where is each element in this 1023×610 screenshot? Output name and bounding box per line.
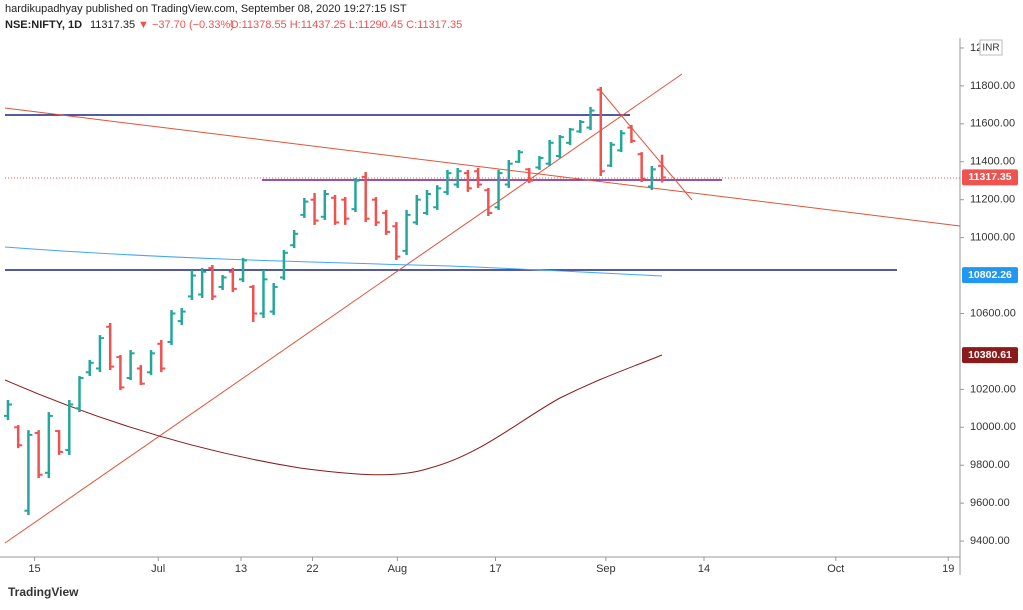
- moving-average: [4, 354, 663, 476]
- price-badge: [962, 267, 1018, 284]
- price-badge-label: 10380.61: [968, 349, 1012, 361]
- price-badge: [962, 169, 1018, 186]
- currency-badge: [979, 39, 1003, 56]
- moving-average: [4, 246, 663, 277]
- currency: INR: [982, 43, 999, 54]
- x-tick-label: Jul: [151, 563, 165, 575]
- price-badge: [962, 347, 1018, 364]
- y-tick-label: 12: [970, 42, 982, 54]
- drawings: [4, 73, 961, 544]
- footer-logo: TradingView: [8, 585, 79, 599]
- price-badge-label: 10802.26: [968, 269, 1012, 281]
- x-tick-label: 14: [698, 563, 710, 575]
- symbol: NSE:NIFTY, 1D: [5, 19, 82, 31]
- x-tick-label: Sep: [596, 563, 616, 575]
- y-tick-label: 9600.00: [970, 497, 1010, 509]
- x-tick-label: Oct: [827, 563, 844, 575]
- x-tick-label: 15: [28, 563, 40, 575]
- trend-line: [599, 89, 693, 201]
- x-tick-label: 17: [489, 563, 501, 575]
- y-tick-label: 11000.00: [970, 232, 1015, 244]
- y-tick-label: 11600.00: [970, 118, 1015, 130]
- y-tick-label: 11200.00: [970, 194, 1015, 206]
- bars: [3, 87, 667, 516]
- price-badge-label: 11317.35: [968, 171, 1011, 183]
- y-tick-label: 10000.00: [970, 421, 1016, 433]
- x-tick-label: 22: [306, 563, 318, 575]
- y-tick-label: 11800.00: [970, 80, 1015, 92]
- y-tick-label: 9800.00: [970, 459, 1010, 471]
- y-tick-label: 10600.00: [970, 307, 1016, 319]
- y-tick-label: 10200.00: [970, 383, 1016, 395]
- change: ▼ −37.70 (−0.33%): [138, 19, 234, 31]
- publisher: hardikupadhyay published on TradingView.…: [5, 3, 407, 15]
- x-tick-label: 19: [942, 563, 954, 575]
- x-tick-label: 13: [235, 563, 247, 575]
- y-tick-label: 9400.00: [970, 535, 1010, 547]
- y-tick-label: 11400.00: [970, 156, 1015, 168]
- trend-line: [4, 73, 683, 544]
- x-tick-label: Aug: [388, 563, 408, 575]
- ohlc-summary: O:11378.55 H:11437.25 L:11290.45 C:11317…: [230, 19, 462, 31]
- trend-line: [4, 107, 961, 227]
- last-price: 11317.35: [90, 19, 135, 31]
